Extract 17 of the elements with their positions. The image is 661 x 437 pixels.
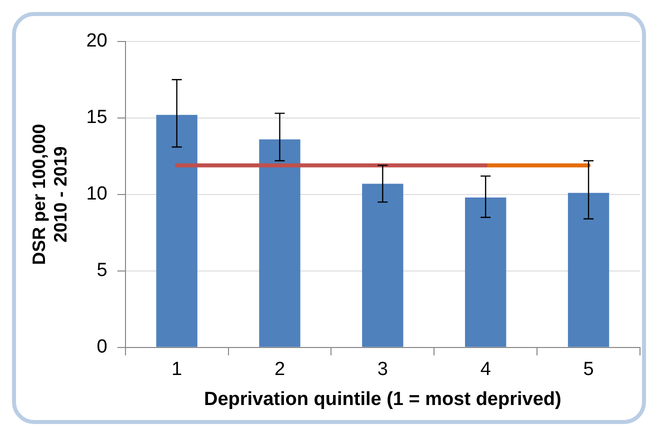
y-tick-label: 20 xyxy=(86,30,108,52)
bar xyxy=(156,114,198,347)
y-tick-label: 10 xyxy=(86,184,108,205)
x-tick-label: 3 xyxy=(377,359,388,380)
x-tick-label: 1 xyxy=(172,359,182,380)
x-tick-label: 4 xyxy=(480,359,492,380)
x-tick-label: 2 xyxy=(274,359,286,380)
y-tick-label: 15 xyxy=(86,107,108,128)
bar xyxy=(465,197,506,347)
x-tick-label: 5 xyxy=(583,359,594,380)
bar xyxy=(259,139,300,347)
y-tick-label: 0 xyxy=(96,336,108,358)
y-tick-label: 5 xyxy=(96,260,108,282)
y-axis-title: DSR per 100,000 2010 - 2019 xyxy=(28,124,70,265)
bar xyxy=(568,192,610,347)
bar xyxy=(362,184,404,347)
x-axis-title: Deprivation quintile (1 = most deprived) xyxy=(204,388,562,410)
